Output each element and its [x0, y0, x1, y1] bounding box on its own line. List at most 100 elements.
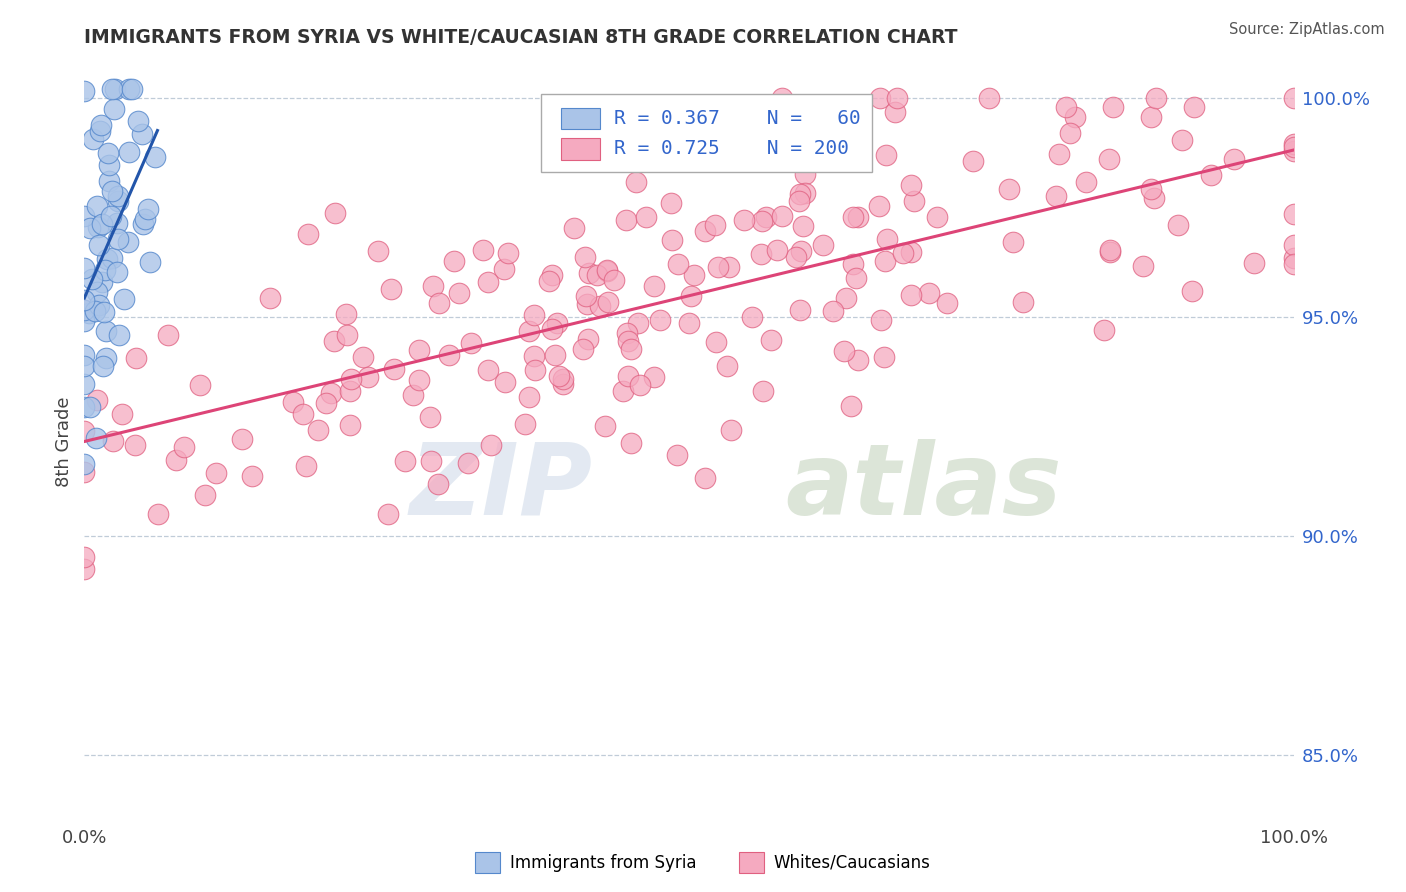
- Point: [751, 214, 773, 228]
- Point: [962, 154, 984, 169]
- Point: [541, 268, 564, 282]
- Point: [477, 275, 499, 289]
- Point: [717, 260, 740, 275]
- Point: [73, 377, 96, 392]
- Point: [101, 434, 124, 448]
- Point: [755, 210, 778, 224]
- Point: [876, 232, 898, 246]
- Point: [339, 418, 361, 433]
- Point: [918, 286, 941, 301]
- Point: [357, 369, 380, 384]
- Point: [377, 507, 399, 521]
- Point: [741, 310, 763, 324]
- Point: [541, 321, 564, 335]
- Point: [832, 344, 855, 359]
- Point: [73, 562, 96, 576]
- Point: [494, 261, 516, 276]
- Point: [73, 549, 96, 564]
- Point: [394, 453, 416, 467]
- Point: [94, 351, 117, 365]
- Point: [643, 279, 665, 293]
- Point: [682, 268, 704, 283]
- Point: [576, 332, 599, 346]
- Point: [194, 487, 217, 501]
- Point: [792, 219, 814, 234]
- Point: [73, 293, 96, 307]
- Point: [427, 477, 450, 491]
- Point: [231, 432, 253, 446]
- Point: [598, 295, 620, 310]
- Point: [846, 353, 869, 368]
- Point: [112, 292, 135, 306]
- Point: [759, 333, 782, 347]
- Point: [447, 286, 470, 301]
- Point: [139, 255, 162, 269]
- Point: [754, 143, 776, 157]
- Point: [1282, 140, 1305, 154]
- Point: [873, 254, 896, 268]
- Point: [91, 359, 114, 374]
- Point: [884, 105, 907, 120]
- Point: [1012, 294, 1035, 309]
- Point: [1282, 251, 1305, 265]
- Point: [936, 296, 959, 310]
- Point: [90, 118, 112, 132]
- Point: [1282, 257, 1305, 271]
- Point: [1064, 111, 1087, 125]
- Point: [73, 260, 96, 275]
- Point: [811, 237, 834, 252]
- Point: [240, 469, 263, 483]
- Point: [97, 145, 120, 160]
- Point: [420, 453, 443, 467]
- Point: [125, 351, 148, 366]
- Point: [733, 212, 755, 227]
- Point: [1282, 144, 1305, 158]
- Point: [107, 188, 129, 202]
- Point: [1282, 90, 1305, 104]
- Point: [846, 211, 869, 225]
- Point: [82, 131, 104, 145]
- Point: [335, 307, 357, 321]
- Point: [339, 384, 361, 398]
- Point: [875, 147, 897, 161]
- Text: R = 0.367    N =   60: R = 0.367 N = 60: [614, 109, 860, 128]
- Point: [146, 507, 169, 521]
- Point: [659, 195, 682, 210]
- Point: [427, 296, 450, 310]
- Point: [903, 194, 925, 209]
- Point: [93, 305, 115, 319]
- Point: [96, 252, 118, 266]
- Point: [575, 297, 598, 311]
- Point: [1282, 137, 1305, 152]
- Point: [1047, 147, 1070, 161]
- Point: [679, 289, 702, 303]
- Text: atlas: atlas: [786, 439, 1062, 535]
- Point: [1282, 207, 1305, 221]
- Point: [596, 263, 619, 277]
- Point: [596, 263, 619, 277]
- Point: [204, 466, 226, 480]
- Point: [628, 378, 651, 392]
- Point: [105, 265, 128, 279]
- Point: [1099, 244, 1122, 258]
- Point: [121, 81, 143, 95]
- Point: [408, 343, 430, 357]
- Point: [661, 233, 683, 247]
- Point: [1182, 100, 1205, 114]
- Point: [643, 370, 665, 384]
- Point: [770, 90, 793, 104]
- Point: [91, 275, 114, 289]
- Point: [517, 325, 540, 339]
- Point: [770, 209, 793, 223]
- Point: [352, 350, 374, 364]
- Point: [523, 363, 546, 377]
- Point: [1167, 219, 1189, 233]
- Point: [408, 373, 430, 387]
- Point: [86, 393, 108, 408]
- Point: [73, 424, 96, 438]
- Point: [900, 288, 922, 302]
- Point: [1144, 90, 1167, 104]
- Text: R = 0.725    N = 200: R = 0.725 N = 200: [614, 139, 849, 159]
- Point: [617, 369, 640, 384]
- Point: [616, 326, 638, 341]
